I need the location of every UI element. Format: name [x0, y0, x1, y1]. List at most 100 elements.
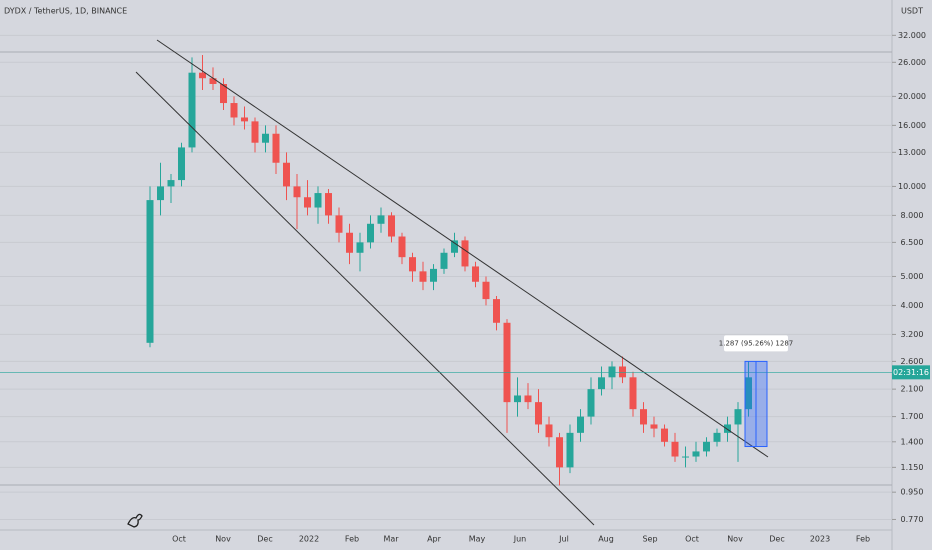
candle-body	[409, 257, 416, 272]
y-tick-label: 20.000	[898, 92, 926, 101]
x-tick-label: Dec	[769, 535, 784, 544]
candle-body	[514, 395, 521, 403]
candle-body	[566, 432, 574, 468]
y-tick-label: 1.400	[901, 437, 924, 446]
candle-body	[146, 200, 154, 343]
candle-body	[377, 215, 385, 224]
candles	[146, 55, 752, 486]
x-tick-label: Oct	[685, 535, 699, 544]
y-tick-label: 3.200	[901, 330, 924, 339]
candle-body	[356, 242, 364, 253]
candle-body	[157, 186, 164, 201]
measure-label-box	[724, 335, 788, 352]
y-tick-label: 8.000	[901, 211, 924, 220]
candle-body	[692, 451, 700, 457]
y-tick-label: 26.000	[898, 58, 926, 67]
candle-body	[440, 252, 448, 269]
y-tick-label: 2.600	[901, 357, 924, 366]
candle-body	[472, 266, 479, 282]
candle-body	[671, 441, 679, 457]
candle-body	[346, 232, 353, 253]
x-tick-label: Feb	[856, 535, 870, 544]
candle-body	[199, 72, 206, 79]
candle-body	[335, 215, 343, 233]
candle-body	[314, 193, 322, 208]
y-tick-label: 4.000	[901, 301, 924, 310]
logo-icon	[127, 513, 143, 528]
candle-body	[608, 366, 616, 378]
y-tick-label: 1.150	[901, 463, 924, 472]
y-tick-label: 10.000	[898, 182, 926, 191]
x-tick-label: Nov	[215, 535, 231, 544]
measure-label: 1.287 (95.26%) 1287	[719, 339, 793, 347]
y-tick-label: 6.500	[901, 238, 924, 247]
candle-body	[272, 133, 280, 163]
candle-body	[430, 268, 437, 282]
x-tick-label: May	[469, 535, 486, 544]
x-tick-label: Aug	[598, 535, 614, 544]
candle-body	[713, 432, 721, 442]
x-tick-label: Jun	[513, 535, 527, 544]
y-tick-label: 0.950	[901, 488, 924, 497]
candle-body	[703, 441, 710, 452]
x-tick-label: Apr	[427, 535, 442, 544]
x-tick-label: Oct	[172, 535, 186, 544]
candle-body	[545, 424, 553, 438]
x-tick-label: 2022	[299, 535, 319, 544]
candle-body	[650, 424, 658, 429]
y-tick-label: 32.000	[898, 31, 926, 40]
x-tick-label: Feb	[345, 535, 359, 544]
candle-body	[419, 271, 427, 282]
candle-body	[241, 117, 248, 122]
candle-body	[367, 223, 374, 243]
candle-body	[188, 72, 196, 148]
candle-body	[524, 395, 532, 403]
overlay: 02:31:16 1.287 (95.26%) 1287	[0, 335, 930, 448]
candle-body	[734, 409, 742, 425]
candle-body	[251, 121, 259, 143]
candle-body	[209, 78, 217, 84]
countdown: 02:31:16	[893, 368, 929, 377]
y-tick-label: 0.770	[901, 515, 924, 524]
candle-body	[178, 147, 185, 181]
candle-body	[745, 377, 752, 410]
x-tick-label: Sep	[642, 535, 657, 544]
x-tick-label: Dec	[257, 535, 272, 544]
candle-body	[577, 416, 584, 433]
x-tick-label: 2023	[810, 535, 830, 544]
x-tick-label: Nov	[727, 535, 743, 544]
candle-body	[503, 322, 511, 403]
trend-line	[135, 71, 595, 526]
y-tick-label: 2.100	[901, 385, 924, 394]
candle-body	[283, 162, 290, 187]
trend-line	[156, 39, 769, 458]
countdown-tag	[892, 365, 930, 380]
candle-body	[230, 103, 238, 118]
candle-body	[262, 133, 269, 143]
chart-title: DYDX / TetherUS, 1D, BINANCE	[4, 7, 127, 16]
candle-body	[482, 281, 490, 300]
y-tick-label: 13.000	[898, 148, 926, 157]
candle-body	[293, 186, 301, 198]
candle-body	[325, 193, 332, 216]
candle-body	[167, 180, 175, 187]
candle-body	[682, 456, 689, 458]
candle-body	[398, 236, 406, 258]
candle-body	[451, 240, 458, 253]
y-tick-label: 1.700	[901, 412, 924, 421]
candle-body	[388, 215, 395, 237]
candle-body	[661, 428, 668, 442]
y-tick-label: 5.000	[901, 272, 924, 281]
candle-body	[629, 377, 637, 410]
x-tick-label: Jul	[558, 535, 569, 544]
candle-body	[724, 424, 731, 433]
candle-body	[587, 389, 595, 417]
candle-body	[640, 409, 647, 425]
grid	[0, 34, 896, 520]
candle-body	[598, 377, 605, 390]
candle-body	[304, 197, 311, 208]
candle-body	[220, 83, 227, 104]
candle-body	[556, 437, 563, 468]
candle-body	[619, 366, 626, 378]
